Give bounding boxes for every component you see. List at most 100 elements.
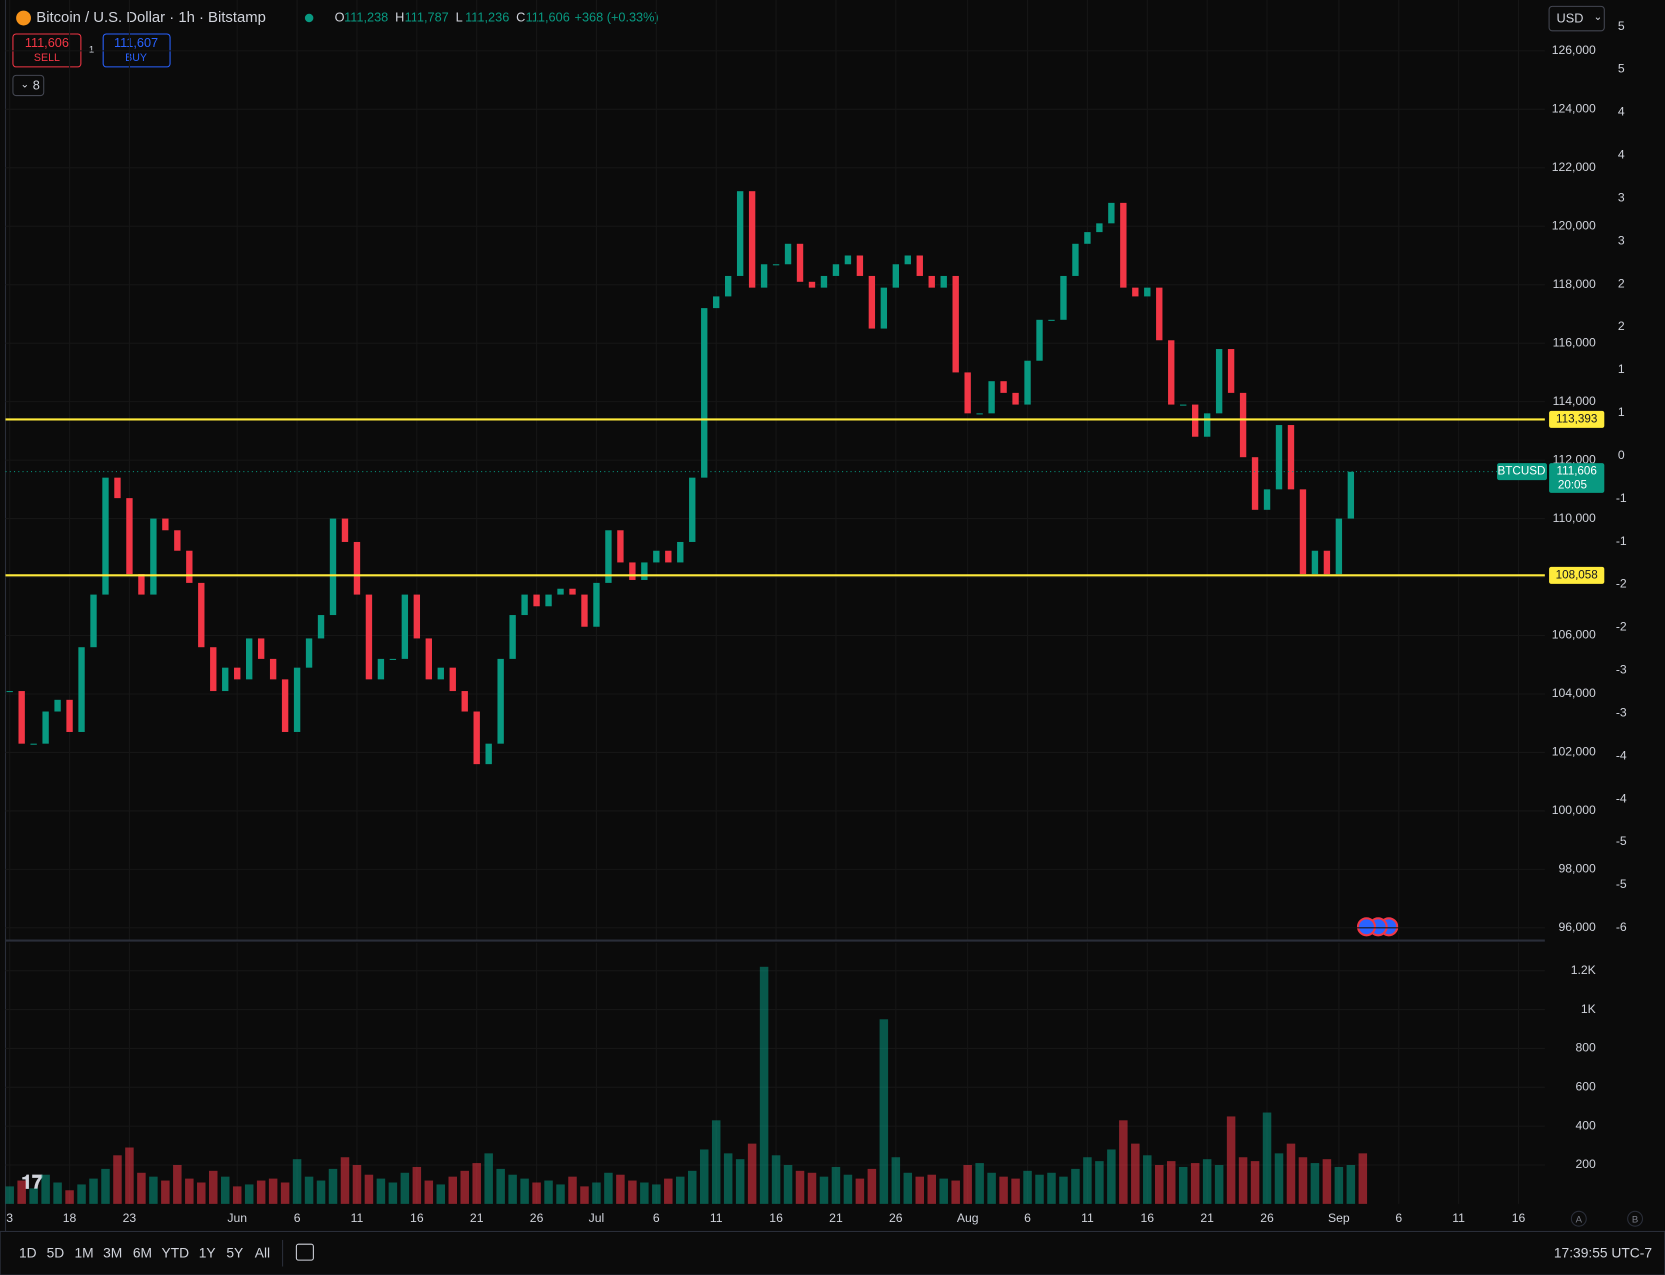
candle-body bbox=[593, 582, 600, 627]
x-tick-label: 26 bbox=[530, 1211, 544, 1225]
candle-body bbox=[1048, 319, 1055, 321]
axis-button-label[interactable]: A bbox=[1576, 1214, 1583, 1225]
axis-button[interactable] bbox=[1570, 1210, 1587, 1227]
volume-bar bbox=[1131, 1143, 1140, 1204]
volume-bar bbox=[903, 1172, 913, 1204]
ohlc-key: O bbox=[335, 9, 345, 24]
volume-bar bbox=[532, 1182, 541, 1204]
market-status bbox=[304, 13, 314, 23]
right-scale-label: -5 bbox=[1616, 834, 1627, 848]
x-tick-label: 6 bbox=[294, 1211, 301, 1225]
range-button[interactable]: 1Y bbox=[199, 1245, 216, 1260]
range-button[interactable]: 6M bbox=[133, 1245, 152, 1260]
range-button[interactable]: 1M bbox=[74, 1245, 93, 1260]
volume-bar bbox=[975, 1163, 984, 1204]
candle-body bbox=[198, 582, 205, 648]
y-tick-label: 118,000 bbox=[1553, 277, 1596, 291]
right-scale-label: -4 bbox=[1616, 791, 1627, 805]
ohlc-value: 111,236 bbox=[465, 9, 509, 24]
volume-bar bbox=[89, 1178, 98, 1204]
candle-body bbox=[1299, 489, 1307, 575]
candle-body bbox=[1024, 360, 1031, 405]
volume-bar bbox=[1190, 1163, 1200, 1204]
sell-label[interactable]: SELL bbox=[34, 52, 60, 64]
x-tick-label: 16 bbox=[769, 1211, 783, 1225]
volume-bar bbox=[1166, 1161, 1176, 1204]
candle-body bbox=[832, 264, 840, 276]
currency[interactable]: USD bbox=[1557, 10, 1584, 25]
candle-body bbox=[102, 477, 109, 595]
range-button[interactable]: All bbox=[255, 1245, 270, 1260]
volume-bar bbox=[209, 1170, 218, 1204]
range-button[interactable]: YTD bbox=[162, 1245, 190, 1260]
candle-body bbox=[928, 275, 935, 288]
x-tick-label: Sep bbox=[1328, 1211, 1350, 1225]
volume-bar bbox=[891, 1157, 901, 1204]
volume-bar bbox=[855, 1178, 865, 1204]
volume-bar bbox=[1095, 1161, 1104, 1204]
currency-select[interactable] bbox=[1548, 5, 1605, 32]
range-button[interactable]: 5Y bbox=[226, 1245, 243, 1260]
axis-button[interactable] bbox=[1627, 1210, 1644, 1227]
price-label-box bbox=[1549, 566, 1605, 584]
volume-bar bbox=[185, 1178, 194, 1204]
volume-bar bbox=[364, 1174, 374, 1204]
volume-bar bbox=[125, 1147, 134, 1204]
range-button[interactable]: 1D bbox=[19, 1245, 37, 1260]
candle-body bbox=[174, 530, 181, 551]
volume-bar bbox=[568, 1176, 577, 1204]
candle-body bbox=[1180, 404, 1187, 406]
candle-body bbox=[1168, 340, 1175, 405]
candle-body bbox=[1156, 287, 1163, 341]
candle-body bbox=[1227, 349, 1235, 393]
volume-bar bbox=[232, 1186, 242, 1204]
volume-bar bbox=[867, 1168, 877, 1204]
candle-body bbox=[808, 281, 816, 288]
candle-body bbox=[796, 243, 804, 282]
candle-body bbox=[641, 562, 648, 580]
volume-bar bbox=[472, 1163, 481, 1204]
volume-bar bbox=[197, 1182, 206, 1204]
price-label: 113,393 bbox=[1556, 412, 1597, 425]
y-tick-label: 100,000 bbox=[1552, 803, 1596, 817]
candle-body bbox=[617, 530, 624, 563]
candle-body bbox=[1084, 232, 1091, 244]
buy-price[interactable]: 111,607 bbox=[114, 35, 158, 50]
sell-price[interactable]: 111,606 bbox=[25, 35, 69, 50]
candle-body bbox=[78, 647, 85, 732]
volume-bar bbox=[17, 1180, 26, 1204]
volume-bar bbox=[304, 1176, 314, 1204]
y-tick-label: 124,000 bbox=[1552, 102, 1596, 116]
volume-bar bbox=[41, 1174, 50, 1204]
volume-bar bbox=[1059, 1176, 1068, 1204]
axis-button-label[interactable]: B bbox=[1632, 1214, 1638, 1225]
y-tick-label: 800 bbox=[1575, 1041, 1596, 1055]
ohlc-key: L bbox=[456, 9, 463, 24]
volume-bar bbox=[735, 1159, 745, 1204]
indicators-count[interactable]: 8 bbox=[33, 77, 40, 92]
volume-bar bbox=[879, 1019, 889, 1204]
volume-bar bbox=[592, 1182, 601, 1204]
candle-body bbox=[569, 588, 576, 595]
candle-body bbox=[736, 191, 744, 276]
candle-body bbox=[1311, 550, 1319, 575]
date-range-button[interactable] bbox=[295, 1243, 314, 1261]
range-button[interactable]: 3M bbox=[103, 1245, 122, 1260]
clock: 17:39:55 UTC-7 bbox=[1554, 1245, 1652, 1260]
event-flags[interactable] bbox=[1356, 917, 1399, 937]
candle-body bbox=[1096, 223, 1103, 233]
y-tick-label: 116,000 bbox=[1553, 335, 1596, 349]
range-button[interactable]: 5D bbox=[47, 1245, 65, 1260]
candle-body bbox=[653, 550, 660, 563]
candle-body bbox=[748, 191, 756, 288]
volume-bar bbox=[101, 1168, 110, 1204]
volume-bar bbox=[1035, 1174, 1044, 1204]
volume-bar bbox=[999, 1176, 1008, 1204]
candle-body bbox=[473, 711, 480, 765]
indicators-toggle[interactable] bbox=[12, 74, 45, 97]
volume-bar bbox=[161, 1180, 170, 1204]
candle-body bbox=[1036, 319, 1043, 361]
volume-bar bbox=[807, 1172, 817, 1204]
buy-label[interactable]: BUY bbox=[125, 52, 147, 64]
